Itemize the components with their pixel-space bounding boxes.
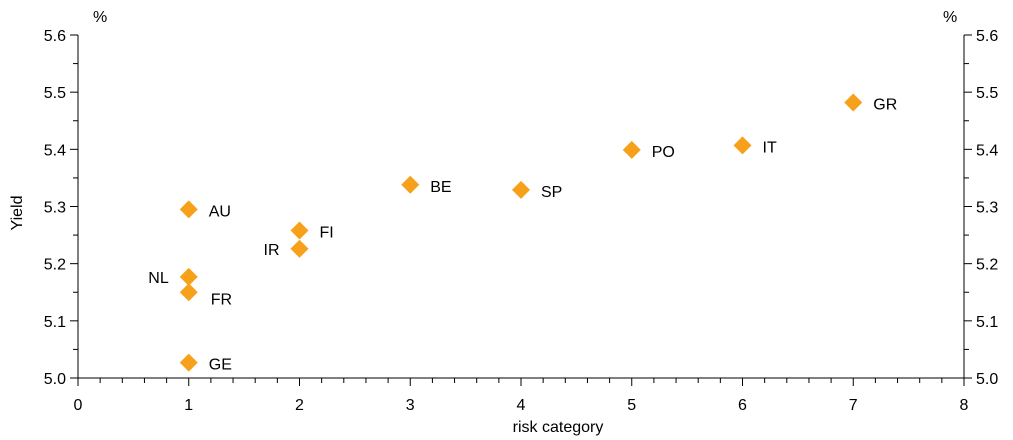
data-point-nl: [179, 267, 198, 286]
data-point-gr: [844, 93, 863, 112]
y-tick-label-left: 5.2: [44, 257, 66, 274]
y-tick-label-right: 5.0: [976, 371, 998, 388]
x-tick-label: 7: [849, 397, 858, 414]
data-point-ir: [290, 239, 309, 258]
y-tick-label-left: 5.0: [44, 371, 66, 388]
y-tick-label-left: 5.1: [44, 314, 66, 331]
x-tick-label: 3: [406, 397, 415, 414]
point-label-ge: GE: [209, 357, 232, 374]
x-tick-label: 2: [295, 397, 304, 414]
point-label-fi: FI: [320, 225, 334, 242]
point-label-sp: SP: [541, 184, 562, 201]
data-point-it: [733, 136, 752, 155]
x-tick-label: 5: [627, 397, 636, 414]
y-unit-label-left: %: [93, 9, 107, 26]
y-tick-label-left: 5.3: [44, 200, 66, 217]
x-axis-title: risk category: [513, 419, 604, 436]
point-label-au: AU: [209, 203, 231, 220]
data-point-fi: [290, 221, 309, 240]
data-point-po: [622, 140, 641, 159]
x-tick-label: 8: [960, 397, 969, 414]
marks-group: AU NL FR GE FI IR BE SP PO IT GR: [148, 93, 897, 374]
y-tick-label-right: 5.3: [976, 200, 998, 217]
point-label-be: BE: [430, 179, 451, 196]
y-tick-label-left: 5.4: [44, 142, 66, 159]
y-tick-label-right: 5.2: [976, 257, 998, 274]
point-label-po: PO: [652, 144, 675, 161]
y-axis-title: Yield: [9, 196, 26, 231]
y-tick-label-right: 5.6: [976, 28, 998, 45]
x-tick-label: 0: [74, 397, 83, 414]
data-point-be: [401, 175, 420, 194]
y-tick-label-right: 5.1: [976, 314, 998, 331]
y-tick-label-left: 5.5: [44, 85, 66, 102]
y-unit-label-right: %: [943, 9, 957, 26]
point-label-gr: GR: [873, 96, 897, 113]
x-tick-label: 4: [517, 397, 526, 414]
y-tick-label-left: 5.6: [44, 28, 66, 45]
point-label-it: IT: [763, 139, 777, 156]
point-label-ir: IR: [264, 242, 280, 259]
y-tick-label-right: 5.5: [976, 85, 998, 102]
y-tick-label-right: 5.4: [976, 142, 998, 159]
data-point-au: [179, 200, 198, 219]
axes-group: 0 1 2 3 4 5 6 7 8 5.0 5.0 5.1 5.1 5.2 5.2 5.3 5.3 5.4 5.4 5…: [44, 28, 999, 414]
data-point-fr: [179, 283, 198, 302]
data-point-ge: [179, 353, 198, 372]
data-point-sp: [512, 180, 530, 199]
point-label-fr: FR: [211, 291, 232, 308]
x-tick-label: 6: [738, 397, 747, 414]
x-tick-label: 1: [184, 397, 193, 414]
point-label-nl: NL: [148, 270, 169, 287]
